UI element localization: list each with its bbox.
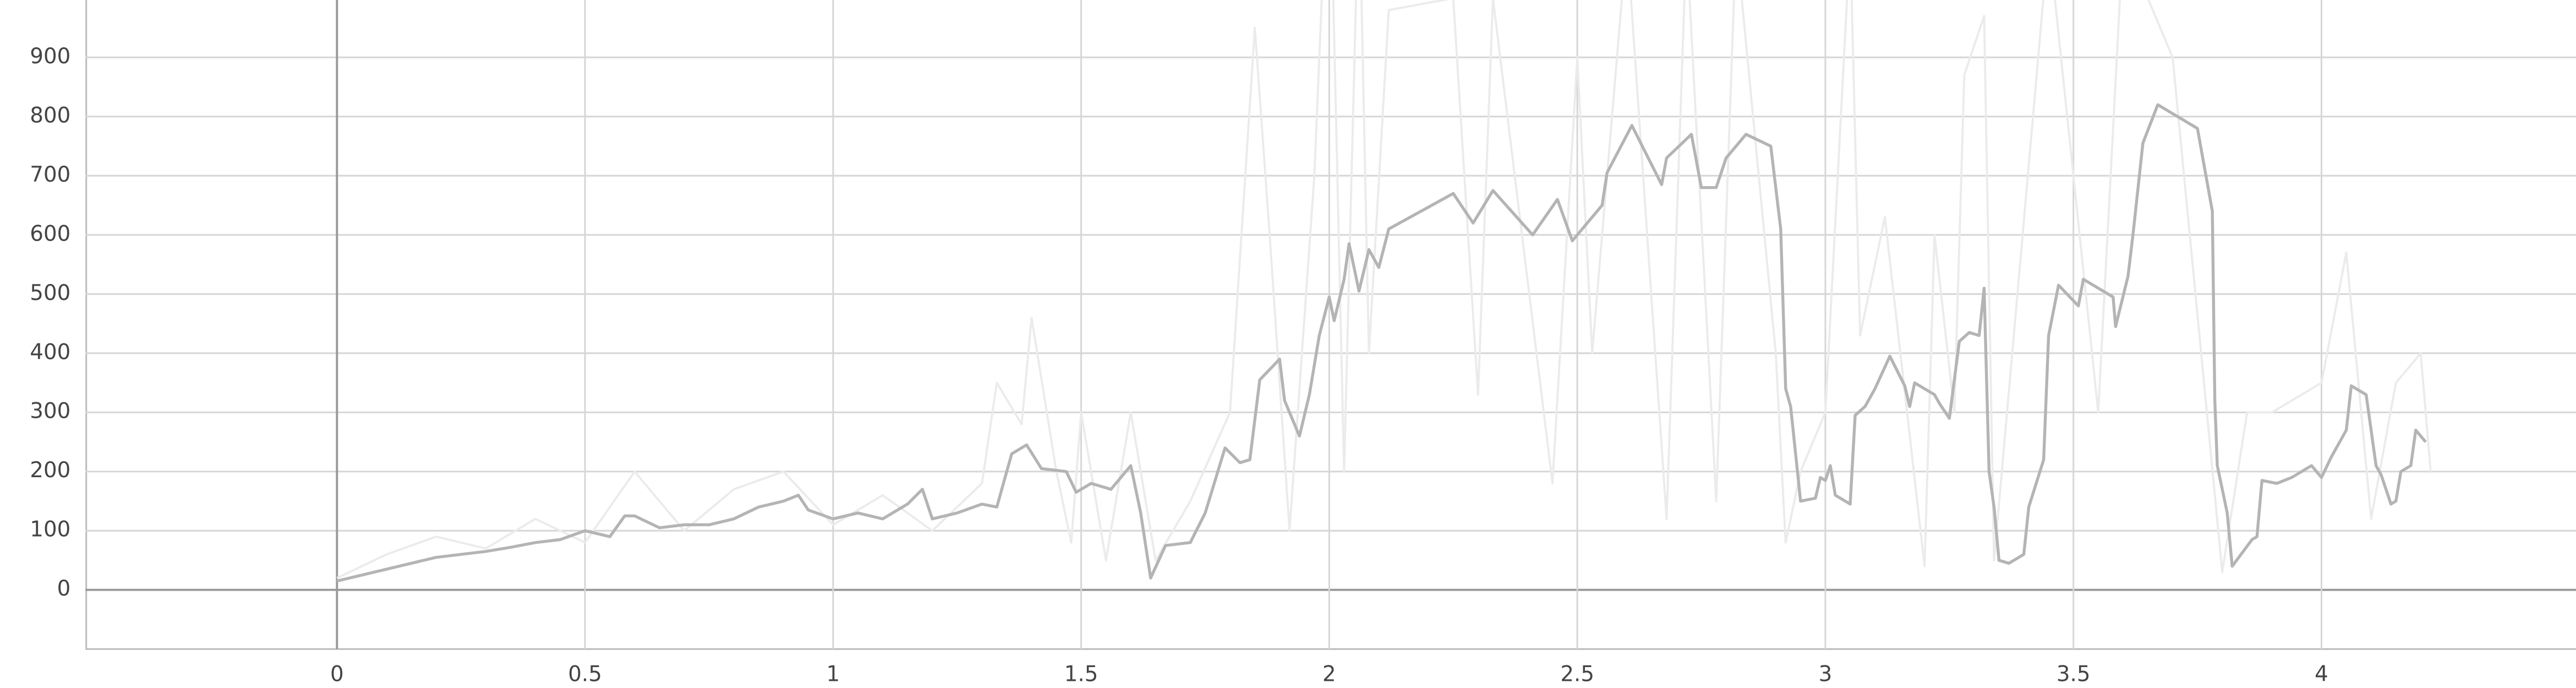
y-tick-label: 200: [30, 458, 70, 483]
x-tick-label: 3: [1819, 662, 1833, 686]
y-tick-label: 700: [30, 162, 70, 187]
x-tick-label: 2: [1322, 662, 1336, 686]
y-tick-label: 0: [57, 576, 71, 601]
plot-area: [336, 0, 2432, 583]
x-tick-label: 1.5: [1064, 662, 1098, 686]
x-tick-label: 0.5: [568, 662, 602, 686]
series-line: [336, 0, 2432, 579]
x-tick-label: 1: [827, 662, 840, 686]
tick-labels: 0 100 200 300 400 500 600 700 800 900 0 0.5 1 1.5 2 2.5…: [30, 44, 2328, 687]
x-tick-label: 2.5: [1560, 662, 1594, 686]
y-tick-label: 500: [30, 281, 70, 305]
x-tick-label: 0: [330, 662, 344, 686]
y-tick-label: 100: [30, 517, 70, 542]
y-tick-label: 900: [30, 44, 70, 69]
y-tick-label: 400: [30, 340, 70, 364]
grid: [85, 0, 2576, 650]
y-tick-label: 800: [30, 103, 70, 128]
y-tick-label: 600: [30, 221, 70, 246]
x-tick-label: 4: [2315, 662, 2328, 686]
x-tick-label: 3.5: [2057, 662, 2091, 686]
y-tick-label: 300: [30, 399, 70, 424]
series-line: [336, 103, 2427, 583]
